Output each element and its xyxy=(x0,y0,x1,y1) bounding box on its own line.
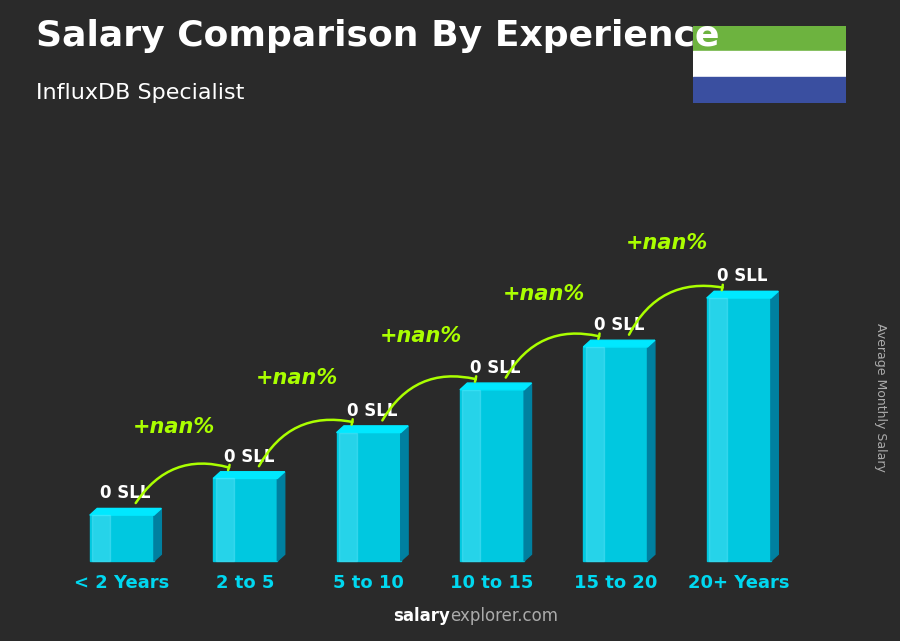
Text: +nan%: +nan% xyxy=(132,417,215,437)
Polygon shape xyxy=(460,383,532,390)
Text: +nan%: +nan% xyxy=(503,283,585,304)
Text: +nan%: +nan% xyxy=(379,326,462,346)
Bar xyxy=(216,478,234,561)
Text: salary: salary xyxy=(393,607,450,625)
Bar xyxy=(213,478,277,561)
Text: 0 SLL: 0 SLL xyxy=(347,402,398,420)
Polygon shape xyxy=(337,426,408,433)
Bar xyxy=(92,515,110,561)
Bar xyxy=(586,347,604,561)
Bar xyxy=(693,26,846,51)
Bar xyxy=(709,298,727,561)
Bar xyxy=(460,390,524,561)
Text: 0 SLL: 0 SLL xyxy=(717,267,768,285)
Polygon shape xyxy=(213,472,284,478)
Text: 0 SLL: 0 SLL xyxy=(594,316,644,334)
Bar xyxy=(90,515,154,561)
Text: InfluxDB Specialist: InfluxDB Specialist xyxy=(36,83,245,103)
Text: Average Monthly Salary: Average Monthly Salary xyxy=(874,323,886,472)
Polygon shape xyxy=(647,340,655,561)
Text: 0 SLL: 0 SLL xyxy=(471,359,521,377)
Polygon shape xyxy=(524,383,532,561)
Bar xyxy=(583,347,647,561)
Text: 0 SLL: 0 SLL xyxy=(224,447,274,465)
Bar xyxy=(463,390,481,561)
Bar xyxy=(339,433,357,561)
Text: +nan%: +nan% xyxy=(256,368,338,388)
Polygon shape xyxy=(400,426,408,561)
Bar xyxy=(693,51,846,77)
Polygon shape xyxy=(154,508,161,561)
Text: 0 SLL: 0 SLL xyxy=(100,485,151,503)
Polygon shape xyxy=(706,291,778,298)
Text: Salary Comparison By Experience: Salary Comparison By Experience xyxy=(36,19,719,53)
Polygon shape xyxy=(277,472,284,561)
Text: explorer.com: explorer.com xyxy=(450,607,558,625)
Polygon shape xyxy=(90,508,161,515)
Polygon shape xyxy=(583,340,655,347)
Polygon shape xyxy=(771,291,778,561)
Bar xyxy=(337,433,400,561)
Text: +nan%: +nan% xyxy=(626,233,708,253)
Bar xyxy=(693,77,846,103)
Bar xyxy=(706,298,771,561)
